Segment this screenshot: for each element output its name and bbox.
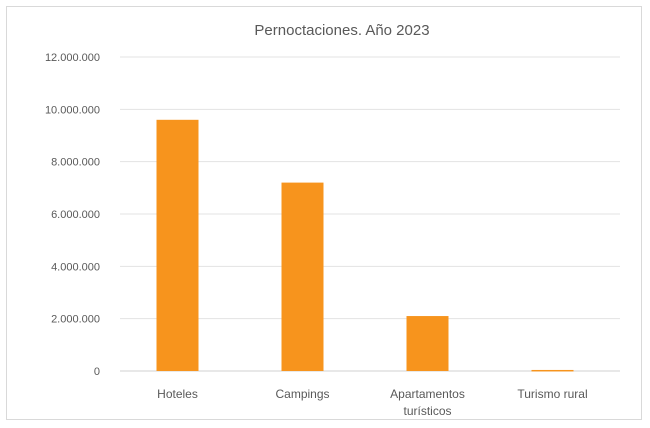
y-tick-label: 10.000.000 bbox=[45, 104, 100, 116]
y-tick-label: 12.000.000 bbox=[45, 52, 100, 64]
bar bbox=[281, 182, 324, 371]
x-category-label: Hoteles bbox=[157, 387, 198, 401]
x-axis-category-labels: Hoteles Campings Apartamentos turísticos Tur… bbox=[157, 387, 587, 418]
bar bbox=[156, 119, 199, 371]
chart-frame bbox=[6, 6, 642, 420]
y-tick-label: 0 bbox=[94, 366, 100, 378]
x-category-label: Apartamentos bbox=[390, 387, 465, 401]
y-tick-label: 6.000.000 bbox=[51, 209, 100, 221]
bar bbox=[531, 369, 574, 372]
bars bbox=[156, 119, 574, 372]
bar bbox=[406, 316, 449, 371]
y-tick-label: 2.000.000 bbox=[51, 314, 100, 326]
x-category-label: turísticos bbox=[403, 404, 451, 418]
chart-title: Pernoctaciones. Año 2023 bbox=[254, 22, 429, 39]
x-category-label: Turismo rural bbox=[517, 387, 587, 401]
y-tick-label: 4.000.000 bbox=[51, 261, 100, 273]
y-axis-tick-labels: 0 2.000.000 4.000.000 6.000.000 8.000.000 10.… bbox=[45, 52, 100, 378]
x-category-label: Campings bbox=[275, 387, 329, 401]
y-tick-label: 8.000.000 bbox=[51, 157, 100, 169]
